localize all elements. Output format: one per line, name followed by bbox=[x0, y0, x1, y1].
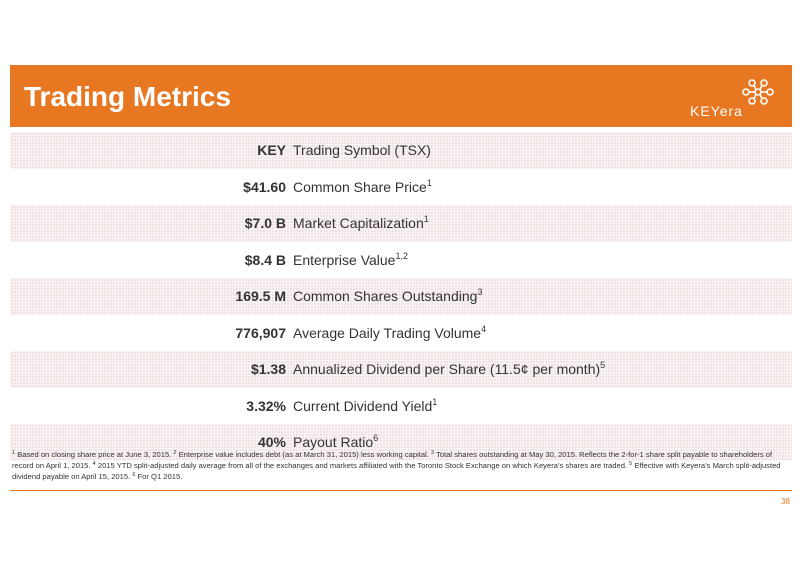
footnote-item: 2 Enterprise value includes debt (as at … bbox=[173, 450, 429, 459]
footer-divider bbox=[10, 490, 792, 491]
metric-label-text: Payout Ratio bbox=[293, 434, 374, 450]
metric-label: Payout Ratio6 bbox=[293, 424, 378, 461]
footnote-item: 3 Total shares outstanding at May 30, 20… bbox=[12, 450, 772, 470]
footnote-number: 2 bbox=[173, 450, 177, 456]
footnote-text: Based on closing share price at June 3, … bbox=[17, 450, 172, 459]
metric-value: 169.5 M bbox=[235, 288, 286, 304]
metric-value: 3.32% bbox=[246, 397, 286, 414]
footnote-text: For Q1 2015. bbox=[137, 472, 183, 481]
footnote-item: 5 Effective with Keyera’s March split-ad… bbox=[12, 461, 781, 481]
footnote-ref: 1 bbox=[423, 214, 429, 224]
metric-label: Current Dividend Yield1 bbox=[293, 388, 437, 425]
metric-label: Trading Symbol (TSX) bbox=[293, 132, 431, 169]
metric-label: Common Share Price1 bbox=[293, 169, 432, 206]
keyera-logo-icon bbox=[742, 79, 774, 105]
footnote-ref: 1 bbox=[432, 396, 438, 407]
footnote-text: Total shares outstanding at May 30, 2015… bbox=[12, 450, 773, 470]
metric-label-text: Average Daily Trading Volume bbox=[293, 324, 482, 341]
metric-value: $8.4 B bbox=[244, 251, 286, 268]
metric-value: KEY bbox=[257, 142, 286, 158]
page-number: 38 bbox=[781, 497, 790, 506]
table-row: 3.32% Current Dividend Yield1 bbox=[10, 388, 792, 425]
metric-label: Enterprise Value1,2 bbox=[293, 242, 408, 279]
metric-value: 776,907 bbox=[235, 324, 286, 341]
metric-value: $41.60 bbox=[243, 178, 286, 195]
footnote-text: Effective with Keyera’s March split-adju… bbox=[12, 461, 781, 481]
table-row: KEY Trading Symbol (TSX) bbox=[10, 132, 792, 169]
metric-label-text: Trading Symbol (TSX) bbox=[293, 142, 431, 158]
footnote-ref: 4 bbox=[481, 323, 487, 334]
metric-label-text: Enterprise Value bbox=[293, 251, 396, 268]
footnote-ref: 5 bbox=[600, 360, 606, 370]
table-row: $41.60 Common Share Price1 bbox=[10, 169, 792, 206]
metric-value: 40% bbox=[257, 434, 286, 450]
metric-label-text: Common Share Price bbox=[293, 178, 427, 195]
footnote-item: 1 Based on closing share price at June 3… bbox=[12, 450, 171, 459]
metric-label-text: Common Shares Outstanding bbox=[293, 288, 478, 304]
table-row: 40% Payout Ratio6 bbox=[10, 424, 792, 461]
header-bar: Trading Metrics KEYera bbox=[10, 65, 792, 127]
table-row: $8.4 B Enterprise Value1,2 bbox=[10, 242, 792, 279]
footnote-text: Enterprise value includes debt (as at Ma… bbox=[178, 450, 429, 459]
footnote-number: 6 bbox=[132, 472, 136, 478]
logo-wordmark: KEYera bbox=[690, 103, 743, 119]
table-row: 169.5 M Common Shares Outstanding3 bbox=[10, 278, 792, 315]
metric-label-text: Current Dividend Yield bbox=[293, 397, 433, 414]
footnote-ref: 6 bbox=[373, 433, 379, 443]
footnote-number: 4 bbox=[92, 461, 96, 467]
footnote-number: 1 bbox=[12, 450, 16, 456]
table-row: 776,907 Average Daily Trading Volume4 bbox=[10, 315, 792, 352]
table-row: $1.38 Annualized Dividend per Share (11.5… bbox=[10, 351, 792, 388]
footnote-ref: 1 bbox=[426, 177, 432, 188]
footnote-ref: 3 bbox=[477, 287, 483, 297]
footnote-text: 2015 YTD split-adjusted daily average fr… bbox=[97, 461, 628, 470]
metric-label: Average Daily Trading Volume4 bbox=[293, 315, 486, 352]
footnote-number: 3 bbox=[431, 450, 435, 456]
table-row: $7.0 B Market Capitalization1 bbox=[10, 205, 792, 242]
footnote-item: 4 2015 YTD split-adjusted daily average … bbox=[93, 461, 627, 470]
metric-label: Common Shares Outstanding3 bbox=[293, 278, 482, 315]
metric-label-text: Annualized Dividend per Share (11.5¢ per… bbox=[293, 361, 601, 377]
trading-metrics-table: KEY Trading Symbol (TSX) $41.60 Common Shar… bbox=[10, 132, 792, 461]
page-title: Trading Metrics bbox=[24, 81, 231, 112]
metric-label: Market Capitalization1 bbox=[293, 205, 429, 242]
metric-label-text: Market Capitalization bbox=[293, 215, 424, 231]
footnotes: 1 Based on closing share price at June 3… bbox=[12, 449, 790, 482]
footnote-ref: 1,2 bbox=[395, 250, 408, 261]
footnote-item: 6 For Q1 2015. bbox=[132, 472, 182, 481]
metric-label: Annualized Dividend per Share (11.5¢ per… bbox=[293, 351, 605, 388]
metric-value: $1.38 bbox=[250, 361, 286, 377]
footnote-number: 5 bbox=[629, 461, 633, 467]
metric-value: $7.0 B bbox=[244, 215, 286, 231]
